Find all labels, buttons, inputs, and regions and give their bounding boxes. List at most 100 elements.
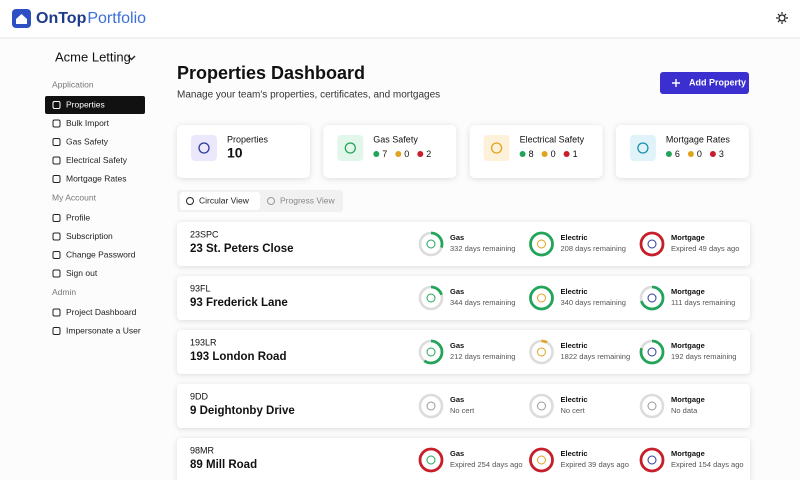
- status-dot: [541, 151, 548, 157]
- cert-label: Electric: [561, 233, 588, 242]
- tab-active-bg: [180, 192, 260, 210]
- property-name: 9 Deightonby Drive: [190, 405, 295, 417]
- tab-icon: [186, 197, 194, 205]
- cert-label: Mortgage: [671, 287, 705, 296]
- nav-item[interactable]: Subscription: [66, 231, 113, 241]
- org-name[interactable]: Acme Letting: [55, 49, 131, 64]
- status-dot: [519, 151, 526, 157]
- sidebar-section-title: My Account: [52, 192, 97, 202]
- cert-status: Expired 39 days ago: [561, 460, 629, 469]
- property-code: 93FL: [190, 283, 211, 293]
- page-title: Properties Dashboard: [177, 63, 365, 83]
- cert-label: Gas: [450, 287, 464, 296]
- cert-label: Gas: [450, 233, 464, 242]
- nav-icon: [52, 251, 61, 259]
- nav-item[interactable]: Properties: [66, 99, 105, 109]
- nav-item[interactable]: Impersonate a User: [66, 325, 141, 335]
- status-dot: [417, 151, 424, 157]
- nav-item[interactable]: Project Dashboard: [66, 307, 137, 317]
- cert-icon: [426, 293, 436, 303]
- cert-label: Electric: [561, 395, 588, 404]
- nav-icon: [52, 119, 61, 128]
- cert-label: Gas: [450, 449, 464, 458]
- cert-label: Mortgage: [671, 449, 705, 458]
- cert-status: No cert: [561, 406, 586, 415]
- cert-label: Electric: [561, 449, 588, 458]
- ring-progress: [529, 447, 554, 473]
- stat-value: 10: [227, 145, 243, 161]
- nav-item[interactable]: Bulk Import: [66, 118, 110, 128]
- property-name: 89 Mill Road: [190, 459, 257, 471]
- nav-item[interactable]: Profile: [66, 212, 90, 222]
- status-dot: [709, 151, 716, 157]
- ring-progress: [529, 231, 554, 257]
- property-name: 23 St. Peters Close: [190, 243, 294, 255]
- tab-label[interactable]: Progress View: [280, 195, 336, 205]
- cert-status: Expired 254 days ago: [450, 460, 523, 469]
- cert-icon: [537, 293, 546, 303]
- cert-status: 1822 days remaining: [561, 352, 631, 361]
- nav-item[interactable]: Sign out: [66, 268, 98, 278]
- cert-icon: [647, 455, 657, 465]
- nav-icon: [52, 175, 61, 183]
- cert-icon: [647, 401, 657, 411]
- cert-status: 192 days remaining: [671, 352, 736, 361]
- nav-icon: [52, 232, 61, 241]
- nav-icon: [52, 308, 61, 317]
- logo-icon: [16, 14, 27, 24]
- cert-icon: [426, 455, 436, 465]
- stat-icon-bg: [483, 135, 510, 161]
- cert-icon: [647, 239, 657, 249]
- stat-label: Electrical Safety: [520, 134, 585, 144]
- nav-item[interactable]: Change Password: [66, 249, 136, 259]
- stat-label: Properties: [227, 134, 269, 144]
- cert-label: Electric: [561, 287, 588, 296]
- ring-progress: [639, 339, 665, 365]
- ring-progress: [529, 285, 554, 311]
- ring-track: [529, 339, 554, 365]
- cert-icon: [647, 347, 657, 357]
- cert-status: 344 days remaining: [450, 298, 515, 307]
- active-item-bg: [45, 96, 145, 114]
- stat-label: Gas Safety: [373, 134, 418, 144]
- status-dot: [687, 151, 694, 157]
- cert-icon: [537, 347, 546, 357]
- cert-icon: [537, 239, 546, 249]
- ring-track: [418, 393, 444, 419]
- cert-status: 111 days remaining: [671, 298, 735, 307]
- add-property-button[interactable]: Add Property: [660, 72, 749, 94]
- property-card[interactable]: [177, 276, 750, 320]
- property-card[interactable]: [177, 330, 750, 374]
- nav-icon: [52, 269, 61, 278]
- property-card[interactable]: [177, 222, 750, 266]
- ring-progress: [639, 447, 665, 473]
- page-subtitle: Manage your team's properties, certifica…: [177, 90, 440, 101]
- cert-status: 212 days remaining: [450, 352, 515, 361]
- ring-track: [639, 393, 665, 419]
- org-chevron[interactable]: [127, 55, 136, 61]
- stat-label: Mortgage Rates: [666, 134, 731, 144]
- tab-label[interactable]: Circular View: [199, 195, 250, 205]
- cert-label: Mortgage: [671, 233, 705, 242]
- nav-item[interactable]: Mortgage Rates: [66, 173, 126, 183]
- property-card[interactable]: [177, 384, 750, 428]
- status-dot: [665, 151, 672, 157]
- cert-status: Expired 49 days ago: [671, 244, 739, 253]
- property-code: 193LR: [190, 337, 217, 347]
- status-count: 3: [719, 149, 724, 159]
- cert-status: No data: [671, 406, 698, 415]
- stat-icon-bg: [629, 135, 656, 161]
- nav-item[interactable]: Electrical Safety: [66, 155, 128, 165]
- theme-toggle[interactable]: [776, 12, 788, 24]
- cert-label: Mortgage: [671, 341, 705, 350]
- ring-progress: [418, 447, 444, 473]
- ring-progress: [418, 339, 444, 365]
- nav-icon: [52, 327, 61, 335]
- stat-icon: [198, 142, 210, 154]
- add-property-label[interactable]: Add Property: [689, 77, 746, 87]
- nav-item[interactable]: Gas Safety: [66, 136, 109, 146]
- property-card[interactable]: [177, 438, 750, 480]
- status-count: 1: [573, 149, 578, 159]
- ring-progress: [639, 285, 665, 311]
